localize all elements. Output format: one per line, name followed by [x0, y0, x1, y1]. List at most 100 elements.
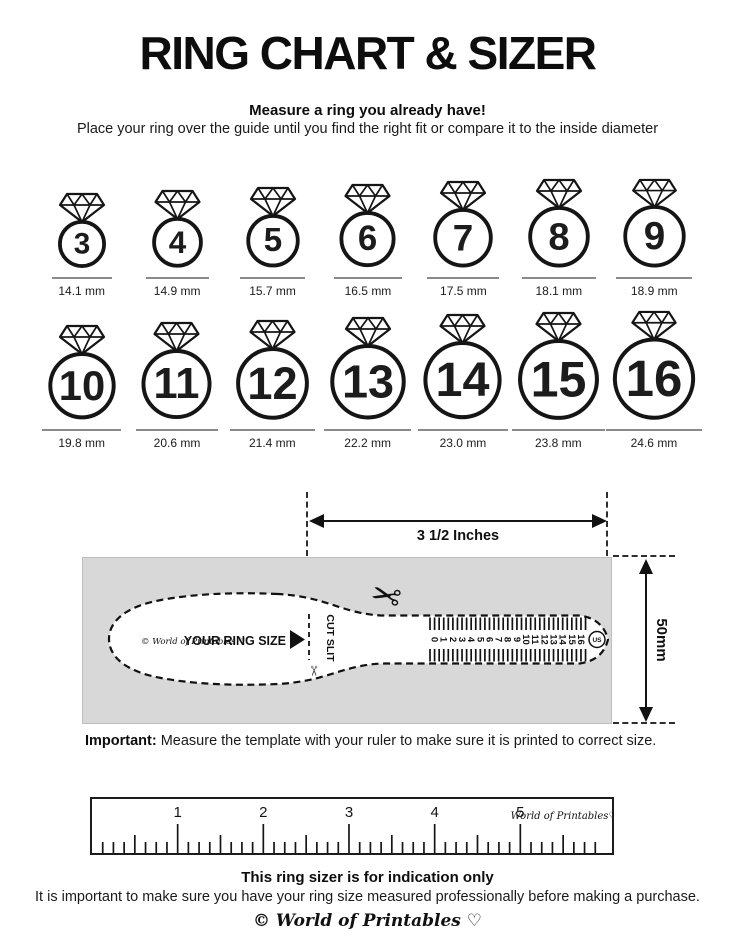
ring-size-number: 7 — [453, 217, 474, 258]
ring-size-7: 7 17.5 mm — [416, 176, 511, 298]
ring-size-number: 10 — [58, 362, 104, 409]
us-circle-icon — [588, 630, 606, 649]
size-pointer-icon — [290, 630, 305, 649]
scale-number: 2 — [447, 637, 458, 642]
diamond-icon — [153, 321, 201, 353]
ring-band — [433, 207, 494, 268]
sizer-cutout-outline — [107, 592, 610, 686]
ring-size-13: 13 22.2 mm — [320, 308, 415, 450]
height-measurement-label: 50mm — [653, 618, 670, 662]
height-guide-top — [613, 555, 675, 557]
ring-icon: 3 — [57, 192, 106, 268]
ring-band — [235, 346, 309, 420]
scale-number: 15 — [566, 634, 577, 645]
ring-underline — [616, 277, 693, 279]
ring-diameter-label: 18.1 mm — [535, 284, 583, 298]
ring-sizer-graphic: ✂ CUT SLIT ✂ © World of Printables ♡ YOU… — [107, 572, 610, 686]
ring-icon: 9 — [623, 178, 686, 268]
ring-size-number: 16 — [626, 350, 683, 407]
diamond-icon — [440, 180, 487, 212]
ring-icon: 14 — [423, 313, 503, 420]
height-arrow-line — [645, 566, 647, 714]
diamond-icon — [154, 189, 201, 221]
cut-slit-label: CUT SLIT — [324, 614, 336, 662]
arrowhead-left-icon — [309, 514, 324, 528]
ring-underline — [324, 429, 412, 431]
ring-size-number: 12 — [247, 358, 297, 409]
diamond-icon — [535, 178, 582, 210]
diamond-icon — [344, 183, 392, 215]
scale-number: 5 — [474, 637, 485, 643]
ring-icon: 4 — [151, 189, 203, 268]
page-title: RING CHART & SIZER — [139, 27, 598, 79]
scale-number: 0 — [429, 637, 440, 642]
ring-icon: 7 — [433, 180, 494, 268]
ring-size-number: 11 — [154, 360, 200, 408]
scale-number: 1 — [438, 637, 449, 643]
ring-underline — [605, 429, 702, 431]
ring-band — [528, 206, 590, 268]
ring-diameter-label: 16.5 mm — [344, 284, 392, 298]
ruler-number: 1 — [173, 804, 181, 821]
ring-diameter-label: 21.4 mm — [248, 436, 296, 450]
ruler-number: 2 — [259, 804, 267, 821]
ring-size-3: 3 14.1 mm — [34, 176, 129, 298]
ring-size-8: 8 18.1 mm — [511, 176, 606, 298]
ring-underline — [427, 277, 500, 279]
ring-diameter-label: 14.1 mm — [58, 284, 106, 298]
ring-diameter-label: 18.9 mm — [630, 284, 678, 298]
ring-size-number: 5 — [263, 222, 281, 259]
ring-sizer-template: ✂ CUT SLIT ✂ © World of Printables ♡ YOU… — [82, 557, 612, 724]
ring-band — [245, 213, 300, 268]
footer-disclaimer-text: It is important to make sure you have yo… — [35, 889, 700, 905]
print-check-ruler: 1 2 3 4 5 World of Printables♡ — [90, 797, 617, 855]
diamond-icon — [58, 192, 105, 224]
ring-size-number: 13 — [342, 356, 394, 408]
ring-diameter-label: 14.9 mm — [153, 284, 201, 298]
ring-icon: 16 — [612, 310, 696, 420]
ring-size-15: 15 23.8 mm — [511, 308, 606, 450]
diamond-icon — [631, 178, 677, 209]
ring-underline — [333, 277, 402, 279]
important-text: Measure the template with your ruler to … — [156, 733, 657, 749]
ring-band — [623, 205, 686, 268]
ring-icon: 12 — [235, 319, 309, 420]
scale-number: 4 — [465, 637, 476, 643]
ring-size-14: 14 23.0 mm — [415, 308, 510, 450]
ring-size-number: 14 — [436, 353, 490, 407]
height-guide-bottom — [613, 722, 675, 724]
diamond-icon — [344, 316, 391, 348]
ring-diameter-label: 22.2 mm — [344, 436, 391, 450]
scale-number: 3 — [456, 637, 467, 642]
width-measurement-label: 3 1/2 Inches — [416, 528, 500, 544]
diamond-icon — [439, 313, 487, 345]
ring-size-number: 6 — [358, 220, 377, 258]
ring-band — [612, 337, 696, 420]
ring-diameter-label: 24.6 mm — [630, 436, 678, 450]
ring-size-number: 9 — [643, 215, 665, 258]
ring-underline — [145, 277, 209, 279]
slit-scissors-icon: ✂ — [306, 665, 322, 677]
scale-number: 12 — [538, 634, 549, 645]
ring-band — [47, 352, 116, 420]
scale-number: 9 — [511, 637, 522, 642]
ring-size-6: 6 16.5 mm — [320, 176, 415, 298]
ring-size-11: 11 20.6 mm — [129, 308, 224, 450]
ring-band — [141, 348, 213, 420]
scale-number: 10 — [520, 634, 531, 645]
diamond-icon — [631, 310, 677, 341]
diamond-icon — [535, 311, 582, 343]
ruler-brand-text: World of Printables♡ — [511, 811, 612, 822]
ring-diameter-label: 17.5 mm — [440, 284, 487, 298]
ring-size-5: 5 15.7 mm — [225, 176, 320, 298]
ring-size-4: 4 14.9 mm — [129, 176, 224, 298]
ring-size-12: 12 21.4 mm — [225, 308, 320, 450]
arrowhead-up-icon — [639, 559, 653, 574]
sizer-brand-text: © World of Printables ♡ — [141, 637, 246, 647]
important-note: Important: Measure the template with you… — [85, 733, 725, 749]
scale-number: 7 — [493, 637, 504, 642]
scale-number: 8 — [502, 637, 513, 642]
ruler-number: 5 — [516, 804, 524, 821]
